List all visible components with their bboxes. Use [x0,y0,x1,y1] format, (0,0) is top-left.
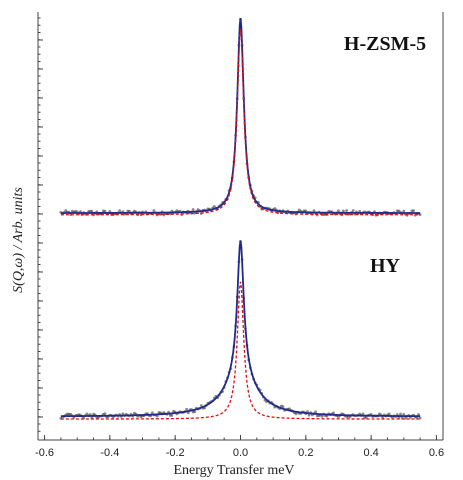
y-axis-ticks [38,17,43,432]
data-point [399,412,402,416]
x-tick-label: -0.4 [100,447,119,459]
x-tick-label: 0.6 [429,447,444,459]
x-tick-label: -0.6 [35,447,54,459]
data-point [90,209,94,213]
data-point [417,413,420,416]
data-point [118,209,122,212]
data-point [185,407,189,411]
data-point [332,411,335,415]
x-tick-label: -0.2 [166,447,185,459]
plot-curves [59,17,422,420]
data-point [337,209,340,213]
data-point [281,405,285,409]
y-axis-title: S(Q,ω) / Arb. units [11,187,26,293]
x-tick-label: 0.0 [233,447,248,459]
data-point [314,410,318,414]
data-point [191,208,195,211]
data-point [193,410,197,414]
fit-curve [60,240,421,418]
data-point [152,209,156,212]
data-point [103,412,107,416]
narrow-component-curve [60,281,421,420]
panel-2 [59,240,422,420]
data-point [351,209,355,212]
data-point [402,412,406,416]
x-tick-label: 0.4 [363,447,378,459]
data-point [307,413,311,417]
data-point [212,204,216,208]
narrow-component-curve [60,29,421,216]
panel-titles: H-ZSM-5 HY [344,33,426,277]
x-axis-title: Energy Transfer meV [173,463,294,478]
data-point [170,413,174,417]
data-point [345,209,349,212]
panel-title-2: HY [370,255,401,277]
data-point [199,404,203,407]
data-point [150,411,154,415]
data-point [387,412,391,416]
data-point [320,414,324,418]
plot-frame [37,12,444,441]
fit-curve [60,18,421,214]
data-point [155,414,159,418]
data-point [361,412,365,416]
data-point [312,209,316,213]
data-point [85,412,89,416]
x-axis-ticks: -0.6 -0.4 -0.2 0.0 0.2 0.4 0.6 [35,435,444,459]
panel-1 [59,17,422,217]
data-point [121,412,125,416]
data-point [159,213,162,216]
data-point [402,209,406,213]
panel-title-1: H-ZSM-5 [344,33,426,55]
data-point [341,209,345,213]
data-point [103,209,107,213]
x-tick-label: 0.2 [298,447,313,459]
data-point [412,209,416,213]
data-point [404,416,407,420]
